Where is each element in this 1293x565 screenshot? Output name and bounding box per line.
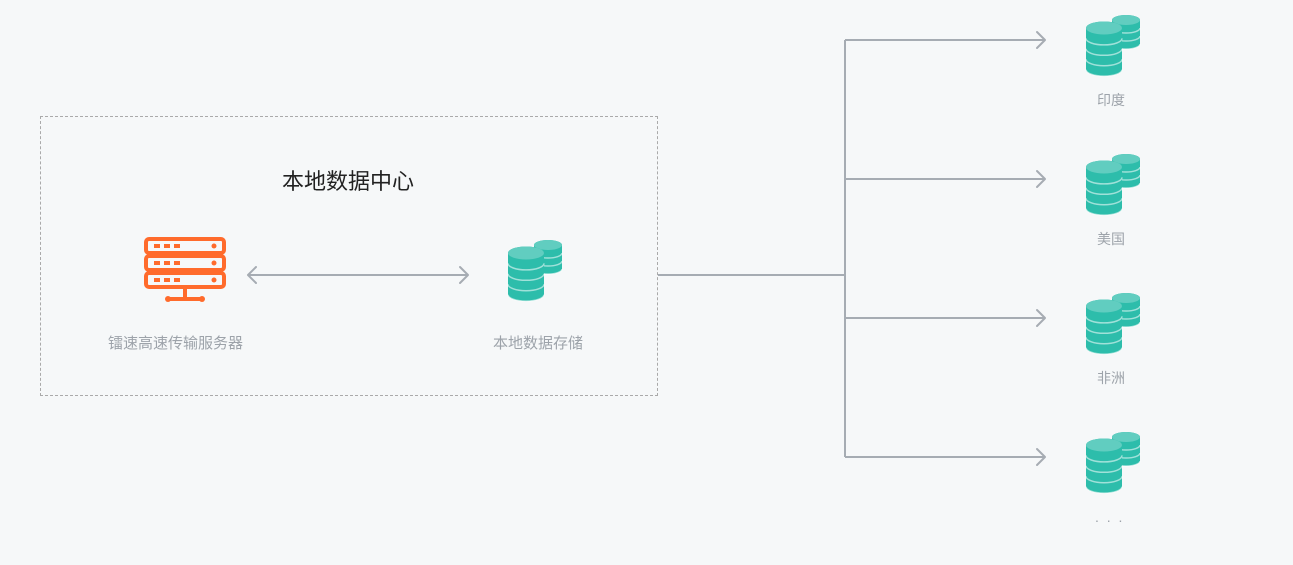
diagram-canvas: 本地数据中心镭速高速传输服务器本地数据存储印度美国非洲. . . [0,0,1293,565]
edge-trunk [0,0,1293,565]
